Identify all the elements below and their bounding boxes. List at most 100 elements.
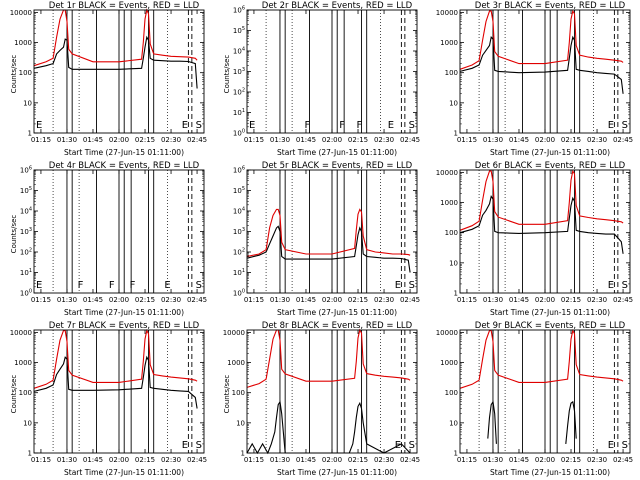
series-lld (459, 169, 624, 231)
x-tick-label: 02:30 (374, 456, 394, 464)
y-tick-label: 100 (19, 389, 32, 397)
series-events (487, 400, 497, 444)
y-tick-label: 104 (20, 207, 32, 216)
y-tick-label: 1 (28, 450, 32, 458)
x-tick-label: 02:00 (109, 136, 129, 144)
x-tick-label: 02:45 (187, 136, 207, 144)
x-tick-label: 02:30 (587, 136, 607, 144)
x-tick-label: 02:30 (587, 296, 607, 304)
y-tick-label: 105 (233, 26, 245, 35)
marker-letter: S (622, 120, 628, 131)
x-axis-label: Start Time (27-Jun-15 01:11:00) (64, 308, 184, 317)
x-tick-label: 02:45 (400, 296, 420, 304)
marker-letter: F (78, 280, 84, 291)
chart-title: Det 7r BLACK = Events, RED = LLD (48, 321, 200, 331)
x-tick-label: 01:45 (509, 296, 529, 304)
x-tick-label: 02:00 (322, 296, 342, 304)
x-tick-label: 02:15 (348, 456, 368, 464)
y-tick-label: 10000 (223, 329, 245, 337)
y-tick-label: 102 (233, 248, 245, 257)
marker-letter: E (36, 280, 42, 291)
x-tick-label: 01:30 (57, 136, 77, 144)
x-tick-label: 02:15 (561, 136, 581, 144)
chart-title: Det 9r BLACK = Events, RED = LLD (474, 321, 626, 331)
detector-panel-1: Det 1r BLACK = Events, RED = LLD Start Ti… (0, 0, 213, 160)
x-tick-label: 01:30 (483, 296, 503, 304)
chart-canvas: E F F F E S 100 101 102 103 104 105 106 01:15 01:30 01:… (233, 6, 420, 145)
series-events (33, 355, 198, 409)
x-tick-label: 01:45 (509, 456, 529, 464)
x-tick-label: 01:30 (57, 456, 77, 464)
x-tick-label: 02:00 (322, 136, 342, 144)
x-tick-label: 01:45 (296, 456, 316, 464)
y-tick-label: 1 (454, 290, 458, 298)
x-tick-label: 02:00 (322, 456, 342, 464)
series-events (246, 225, 411, 273)
y-tick-label: 100 (445, 389, 458, 397)
marker-letter: E (249, 120, 255, 131)
marker-letter: S (622, 280, 628, 291)
marker-letter: E (395, 440, 401, 451)
x-tick-label: 02:15 (561, 296, 581, 304)
y-tick-label: 10000 (436, 169, 458, 177)
x-tick-label: 02:45 (187, 296, 207, 304)
y-tick-label: 100 (445, 229, 458, 237)
x-tick-label: 01:15 (31, 136, 51, 144)
y-tick-label: 1000 (14, 39, 32, 47)
x-tick-label: 02:45 (400, 136, 420, 144)
y-tick-label: 100 (233, 289, 245, 298)
y-tick-label: 106 (20, 166, 32, 175)
y-tick-label: 1 (28, 130, 32, 138)
x-tick-label: 01:15 (244, 136, 264, 144)
marker-letter: E (182, 120, 188, 131)
chart-canvas: E S 1 10 100 1000 10000 01:15 01:30 01:45 02:00 02:… (10, 329, 207, 464)
series-lld (246, 208, 411, 258)
x-axis-label: Start Time (27-Jun-15 01:11:00) (277, 308, 397, 317)
x-tick-label: 01:45 (296, 136, 316, 144)
detector-panel-6: Det 6r BLACK = Events, RED = LLD Start Ti… (426, 160, 639, 320)
y-tick-label: 10000 (10, 9, 32, 17)
marker-letter: E (182, 440, 188, 451)
marker-letter: S (409, 280, 415, 291)
detector-panel-9: Det 9r BLACK = Events, RED = LLD Start Ti… (426, 320, 639, 480)
marker-letter: F (109, 280, 115, 291)
y-tick-label: 1000 (227, 359, 245, 367)
y-tick-label: 104 (233, 47, 245, 56)
y-tick-label: 10 (23, 99, 32, 107)
y-tick-label: 103 (20, 227, 32, 236)
chart-canvas: E S 1 10 100 1000 10000 01:15 01:30 01:45 02:00 02:… (436, 169, 633, 304)
x-tick-label: 02:45 (613, 136, 633, 144)
series-events (459, 35, 624, 94)
x-axis-label: Start Time (27-Jun-15 01:11:00) (490, 308, 610, 317)
marker-letter: E (608, 440, 614, 451)
y-tick-label: 10 (236, 419, 245, 427)
x-tick-label: 01:30 (270, 136, 290, 144)
x-tick-label: 02:30 (161, 456, 181, 464)
y-tick-label: 101 (20, 268, 32, 277)
marker-letter: E (36, 120, 42, 131)
x-tick-label: 01:15 (31, 456, 51, 464)
x-tick-label: 02:45 (613, 296, 633, 304)
chart-title: Det 2r BLACK = Events, RED = LLD (261, 1, 413, 11)
detector-panel-4: Det 4r BLACK = Events, RED = LLD Start Ti… (0, 160, 213, 320)
y-tick-label: 10000 (10, 329, 32, 337)
x-tick-label: 02:00 (535, 296, 555, 304)
chart-title: Det 6r BLACK = Events, RED = LLD (474, 161, 626, 171)
y-tick-label: 10000 (436, 9, 458, 17)
x-axis-label: Start Time (27-Jun-15 01:11:00) (277, 468, 397, 477)
x-axis-label: Start Time (27-Jun-15 01:11:00) (64, 468, 184, 477)
chart-title: Det 3r BLACK = Events, RED = LLD (474, 1, 626, 11)
y-tick-label: 103 (233, 67, 245, 76)
y-tick-label: 103 (233, 227, 245, 236)
x-axis-label: Start Time (27-Jun-15 01:11:00) (277, 148, 397, 157)
y-tick-label: 1000 (440, 359, 458, 367)
x-tick-label: 02:15 (135, 296, 155, 304)
chart-canvas: E S 100 101 102 103 104 105 106 01:15 01:30 01:45 02… (233, 166, 420, 305)
marker-letter: F (357, 120, 363, 131)
marker-letter: E (164, 280, 170, 291)
y-tick-label: 10 (449, 419, 458, 427)
x-tick-label: 01:15 (457, 136, 477, 144)
x-tick-label: 01:15 (244, 296, 264, 304)
chart-title: Det 8r BLACK = Events, RED = LLD (261, 321, 413, 331)
